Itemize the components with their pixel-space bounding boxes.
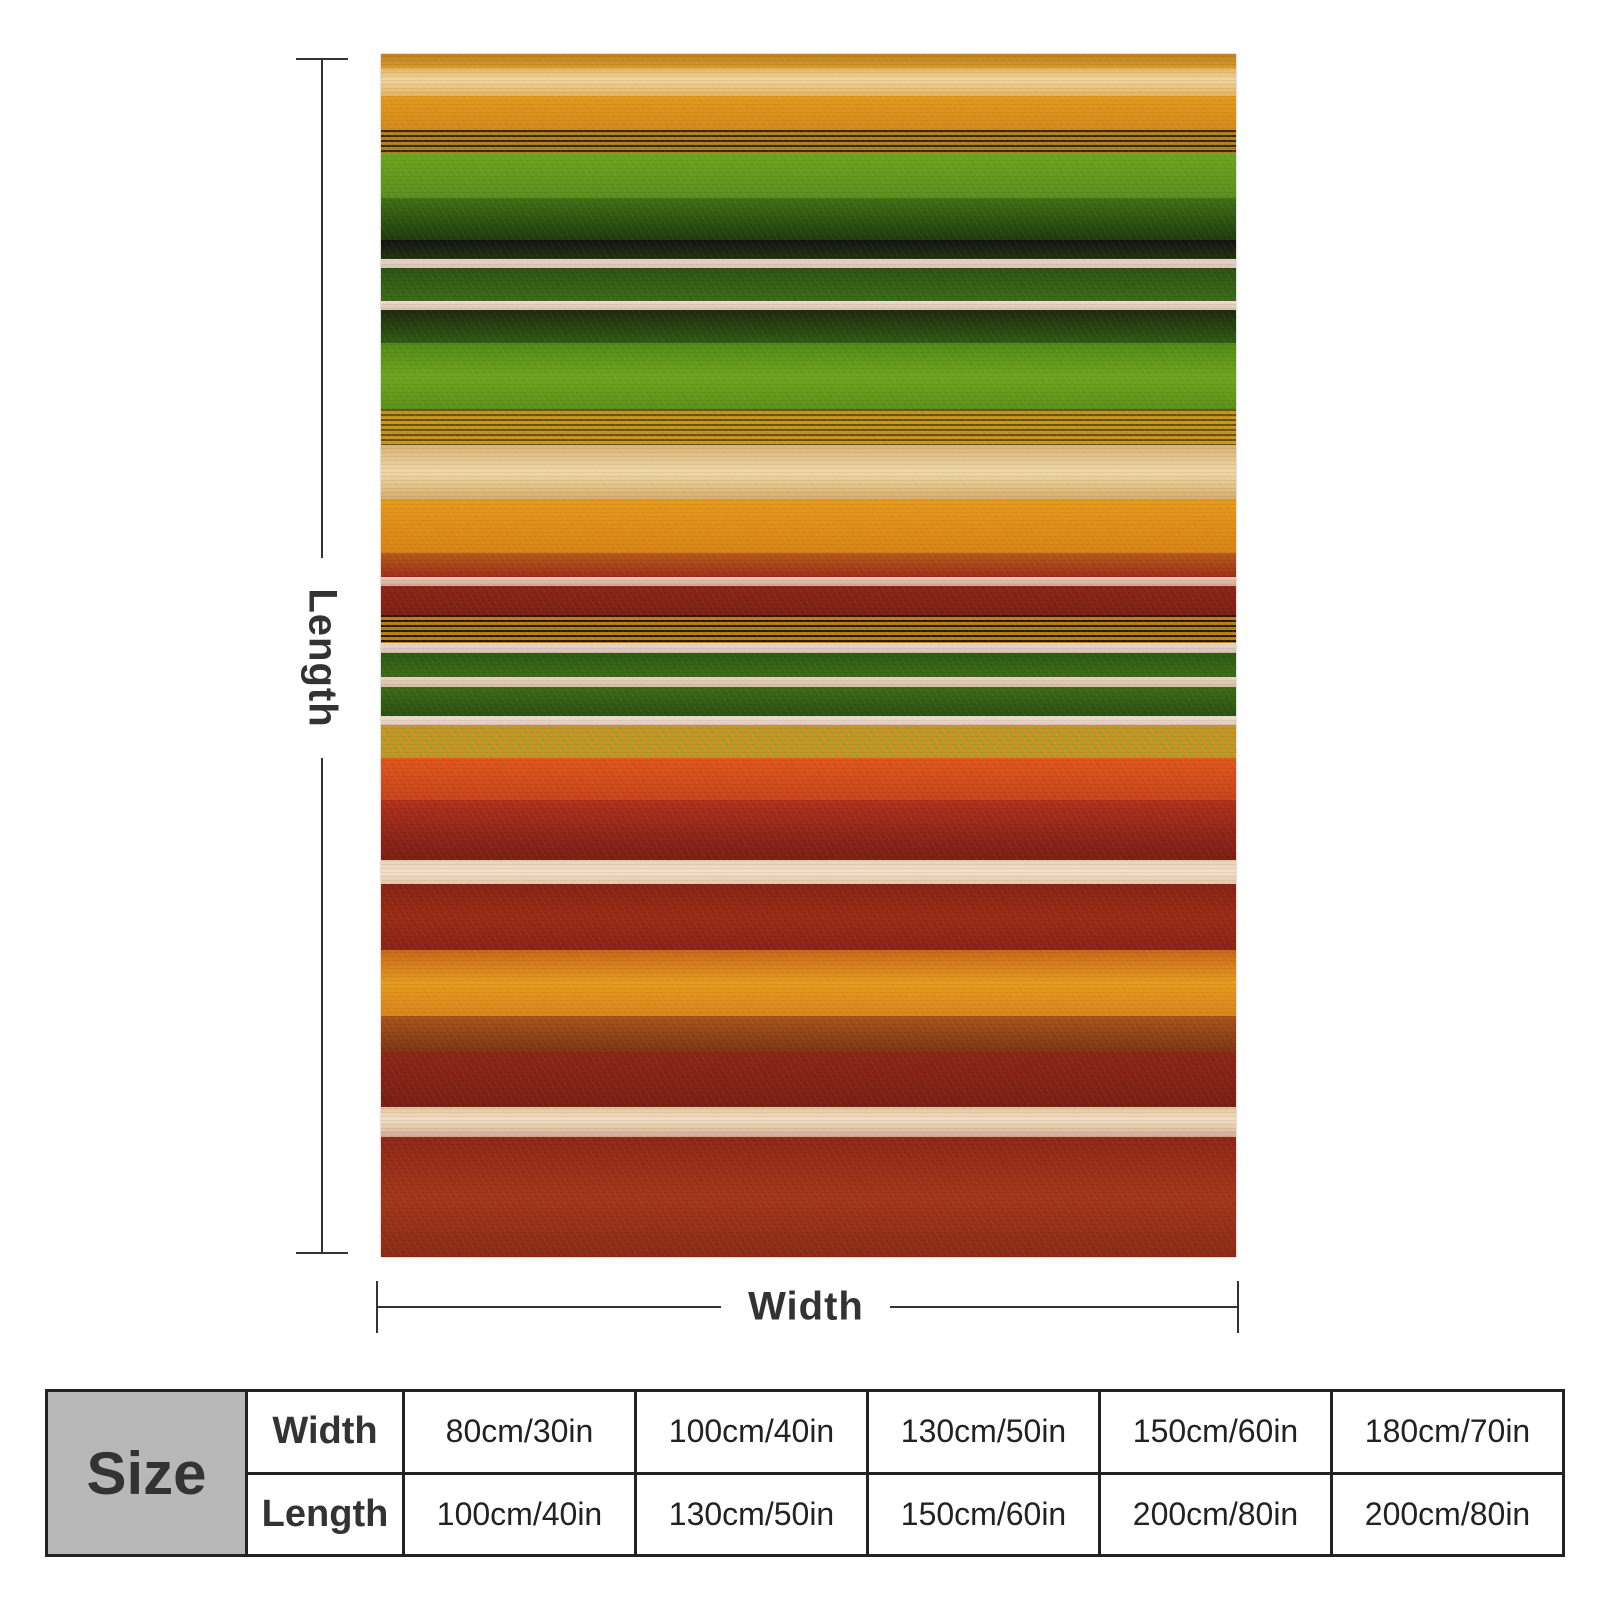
blanket-stripe xyxy=(381,577,1236,586)
blanket-stripe xyxy=(381,677,1236,687)
blanket-stripe xyxy=(381,68,1236,96)
width-value: 180cm/70in xyxy=(1330,1389,1565,1475)
blanket-stripe xyxy=(381,586,1236,615)
width-value: 100cm/40in xyxy=(634,1389,869,1475)
length-value: 130cm/50in xyxy=(634,1471,869,1557)
row-label-length: Length xyxy=(245,1471,405,1557)
size-row-width: Size Width 80cm/30in 100cm/40in 130cm/50… xyxy=(45,1389,1565,1557)
width-dimension: Width xyxy=(376,1281,1239,1333)
blanket-stripe xyxy=(381,268,1236,301)
blanket-stripe xyxy=(381,553,1236,577)
blanket-stripe xyxy=(381,1131,1236,1137)
blanket-stripe xyxy=(381,445,1236,499)
length-cap-bottom xyxy=(296,1252,348,1254)
blanket-stripe xyxy=(381,758,1236,800)
blanket-stripe xyxy=(381,687,1236,716)
blanket-stripe xyxy=(381,240,1236,259)
blanket-stripe xyxy=(381,716,1236,725)
width-line-left xyxy=(376,1306,721,1308)
length-value: 200cm/80in xyxy=(1330,1471,1565,1557)
blanket-stripe xyxy=(381,310,1236,343)
blanket-stripe xyxy=(381,884,1236,950)
blanket-stripe xyxy=(381,1137,1236,1257)
size-table: Size Width 80cm/30in 100cm/40in 130cm/50… xyxy=(45,1389,1565,1557)
blanket-stripe xyxy=(381,499,1236,553)
length-value: 100cm/40in xyxy=(402,1471,637,1557)
blanket-stripe xyxy=(381,343,1236,409)
blanket-stripe xyxy=(381,259,1236,268)
blanket-stripe xyxy=(381,653,1236,677)
length-dimension: Length xyxy=(296,58,348,1254)
blanket-stripe xyxy=(381,615,1236,643)
width-label: Width xyxy=(748,1284,864,1329)
blanket-stripe xyxy=(381,1016,1236,1052)
width-value: 150cm/60in xyxy=(1098,1389,1333,1475)
length-label: Length xyxy=(300,588,345,728)
width-value: 80cm/30in xyxy=(402,1389,637,1475)
blanket-stripe xyxy=(381,950,1236,1016)
blanket-stripe xyxy=(381,1052,1236,1107)
blanket-stripe xyxy=(381,643,1236,653)
width-value: 130cm/50in xyxy=(866,1389,1101,1475)
blanket-stripe xyxy=(381,860,1236,884)
size-header: Size xyxy=(45,1389,248,1557)
length-line-lower xyxy=(321,758,323,1254)
blanket-stripe xyxy=(381,800,1236,860)
blanket-stripe xyxy=(381,153,1236,198)
length-value: 200cm/80in xyxy=(1098,1471,1333,1557)
size-row-length: Length 100cm/40in 130cm/50in 150cm/60in … xyxy=(47,1471,1565,1557)
width-cap-right xyxy=(1237,1281,1239,1333)
blanket-stripe xyxy=(381,130,1236,153)
blanket-stripe xyxy=(381,198,1236,240)
blanket-stripe xyxy=(381,96,1236,130)
blanket-stripe xyxy=(381,301,1236,310)
length-line-upper xyxy=(321,58,323,558)
width-line-right xyxy=(890,1306,1239,1308)
row-label-width: Width xyxy=(245,1389,405,1475)
blanket-stripe xyxy=(381,725,1236,758)
length-value: 150cm/60in xyxy=(866,1471,1101,1557)
blanket-stripe xyxy=(381,1107,1236,1131)
blanket-stripe xyxy=(381,409,1236,445)
blanket-stripe xyxy=(381,54,1236,68)
blanket-image xyxy=(381,54,1236,1257)
